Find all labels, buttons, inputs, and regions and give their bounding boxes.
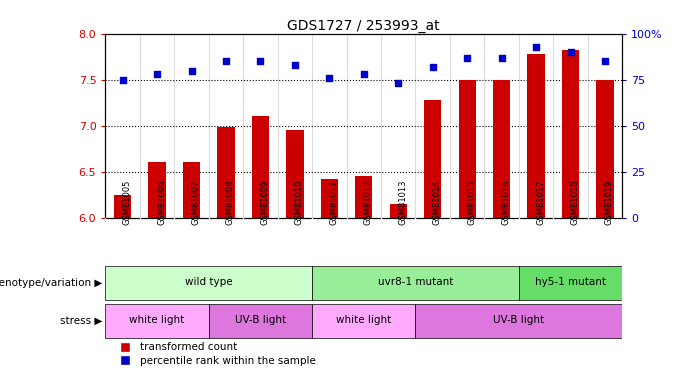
- Bar: [252, 117, 269, 218]
- Point: [324, 75, 335, 81]
- Bar: [286, 130, 303, 218]
- Point: [290, 62, 301, 68]
- Text: white light: white light: [336, 315, 392, 325]
- Text: UV-B light: UV-B light: [235, 315, 286, 325]
- Text: GSM81010: GSM81010: [295, 179, 304, 225]
- Bar: [209, 304, 312, 338]
- Point: [530, 44, 541, 50]
- Text: hy5-1 mutant: hy5-1 mutant: [535, 278, 606, 287]
- Legend: transformed count, percentile rank within the sample: transformed count, percentile rank withi…: [111, 338, 320, 370]
- Text: GSM81016: GSM81016: [502, 179, 511, 225]
- Bar: [424, 100, 441, 218]
- Bar: [218, 128, 235, 218]
- Point: [462, 55, 473, 61]
- Text: GSM81014: GSM81014: [432, 179, 442, 225]
- Bar: [562, 50, 579, 217]
- Bar: [114, 195, 131, 217]
- Point: [117, 77, 128, 83]
- Text: UV-B light: UV-B light: [493, 315, 545, 325]
- Bar: [528, 54, 545, 217]
- Point: [152, 71, 163, 77]
- Text: GSM81008: GSM81008: [226, 179, 235, 225]
- Bar: [148, 162, 166, 218]
- Text: GSM81019: GSM81019: [605, 179, 614, 225]
- Point: [358, 71, 369, 77]
- Bar: [596, 80, 613, 218]
- Text: genotype/variation ▶: genotype/variation ▶: [0, 278, 102, 288]
- Point: [600, 58, 611, 64]
- Text: white light: white light: [129, 315, 185, 325]
- Text: GSM81007: GSM81007: [192, 179, 201, 225]
- Bar: [519, 266, 622, 300]
- Bar: [355, 176, 373, 218]
- Text: GSM81006: GSM81006: [157, 179, 166, 225]
- Text: uvr8-1 mutant: uvr8-1 mutant: [378, 278, 453, 287]
- Text: GSM81011: GSM81011: [329, 179, 339, 225]
- Point: [393, 80, 404, 86]
- Bar: [415, 304, 622, 338]
- Point: [565, 49, 576, 55]
- Bar: [390, 204, 407, 218]
- Point: [496, 55, 507, 61]
- Bar: [493, 80, 510, 218]
- Bar: [321, 179, 338, 218]
- Text: GSM81018: GSM81018: [571, 179, 579, 225]
- Point: [427, 64, 438, 70]
- Text: GSM81012: GSM81012: [364, 179, 373, 225]
- Bar: [312, 266, 519, 300]
- Bar: [312, 304, 415, 338]
- Text: GSM81005: GSM81005: [122, 179, 132, 225]
- Text: GSM81017: GSM81017: [536, 179, 545, 225]
- Text: GSM81013: GSM81013: [398, 179, 407, 225]
- Point: [186, 68, 197, 74]
- Text: stress ▶: stress ▶: [60, 316, 102, 326]
- Bar: [458, 80, 476, 218]
- Bar: [105, 304, 209, 338]
- Text: wild type: wild type: [185, 278, 233, 287]
- Title: GDS1727 / 253993_at: GDS1727 / 253993_at: [288, 19, 440, 33]
- Bar: [183, 162, 200, 218]
- Bar: [105, 266, 312, 300]
- Text: GSM81015: GSM81015: [467, 179, 476, 225]
- Text: GSM81009: GSM81009: [260, 179, 269, 225]
- Point: [255, 58, 266, 64]
- Point: [220, 58, 231, 64]
